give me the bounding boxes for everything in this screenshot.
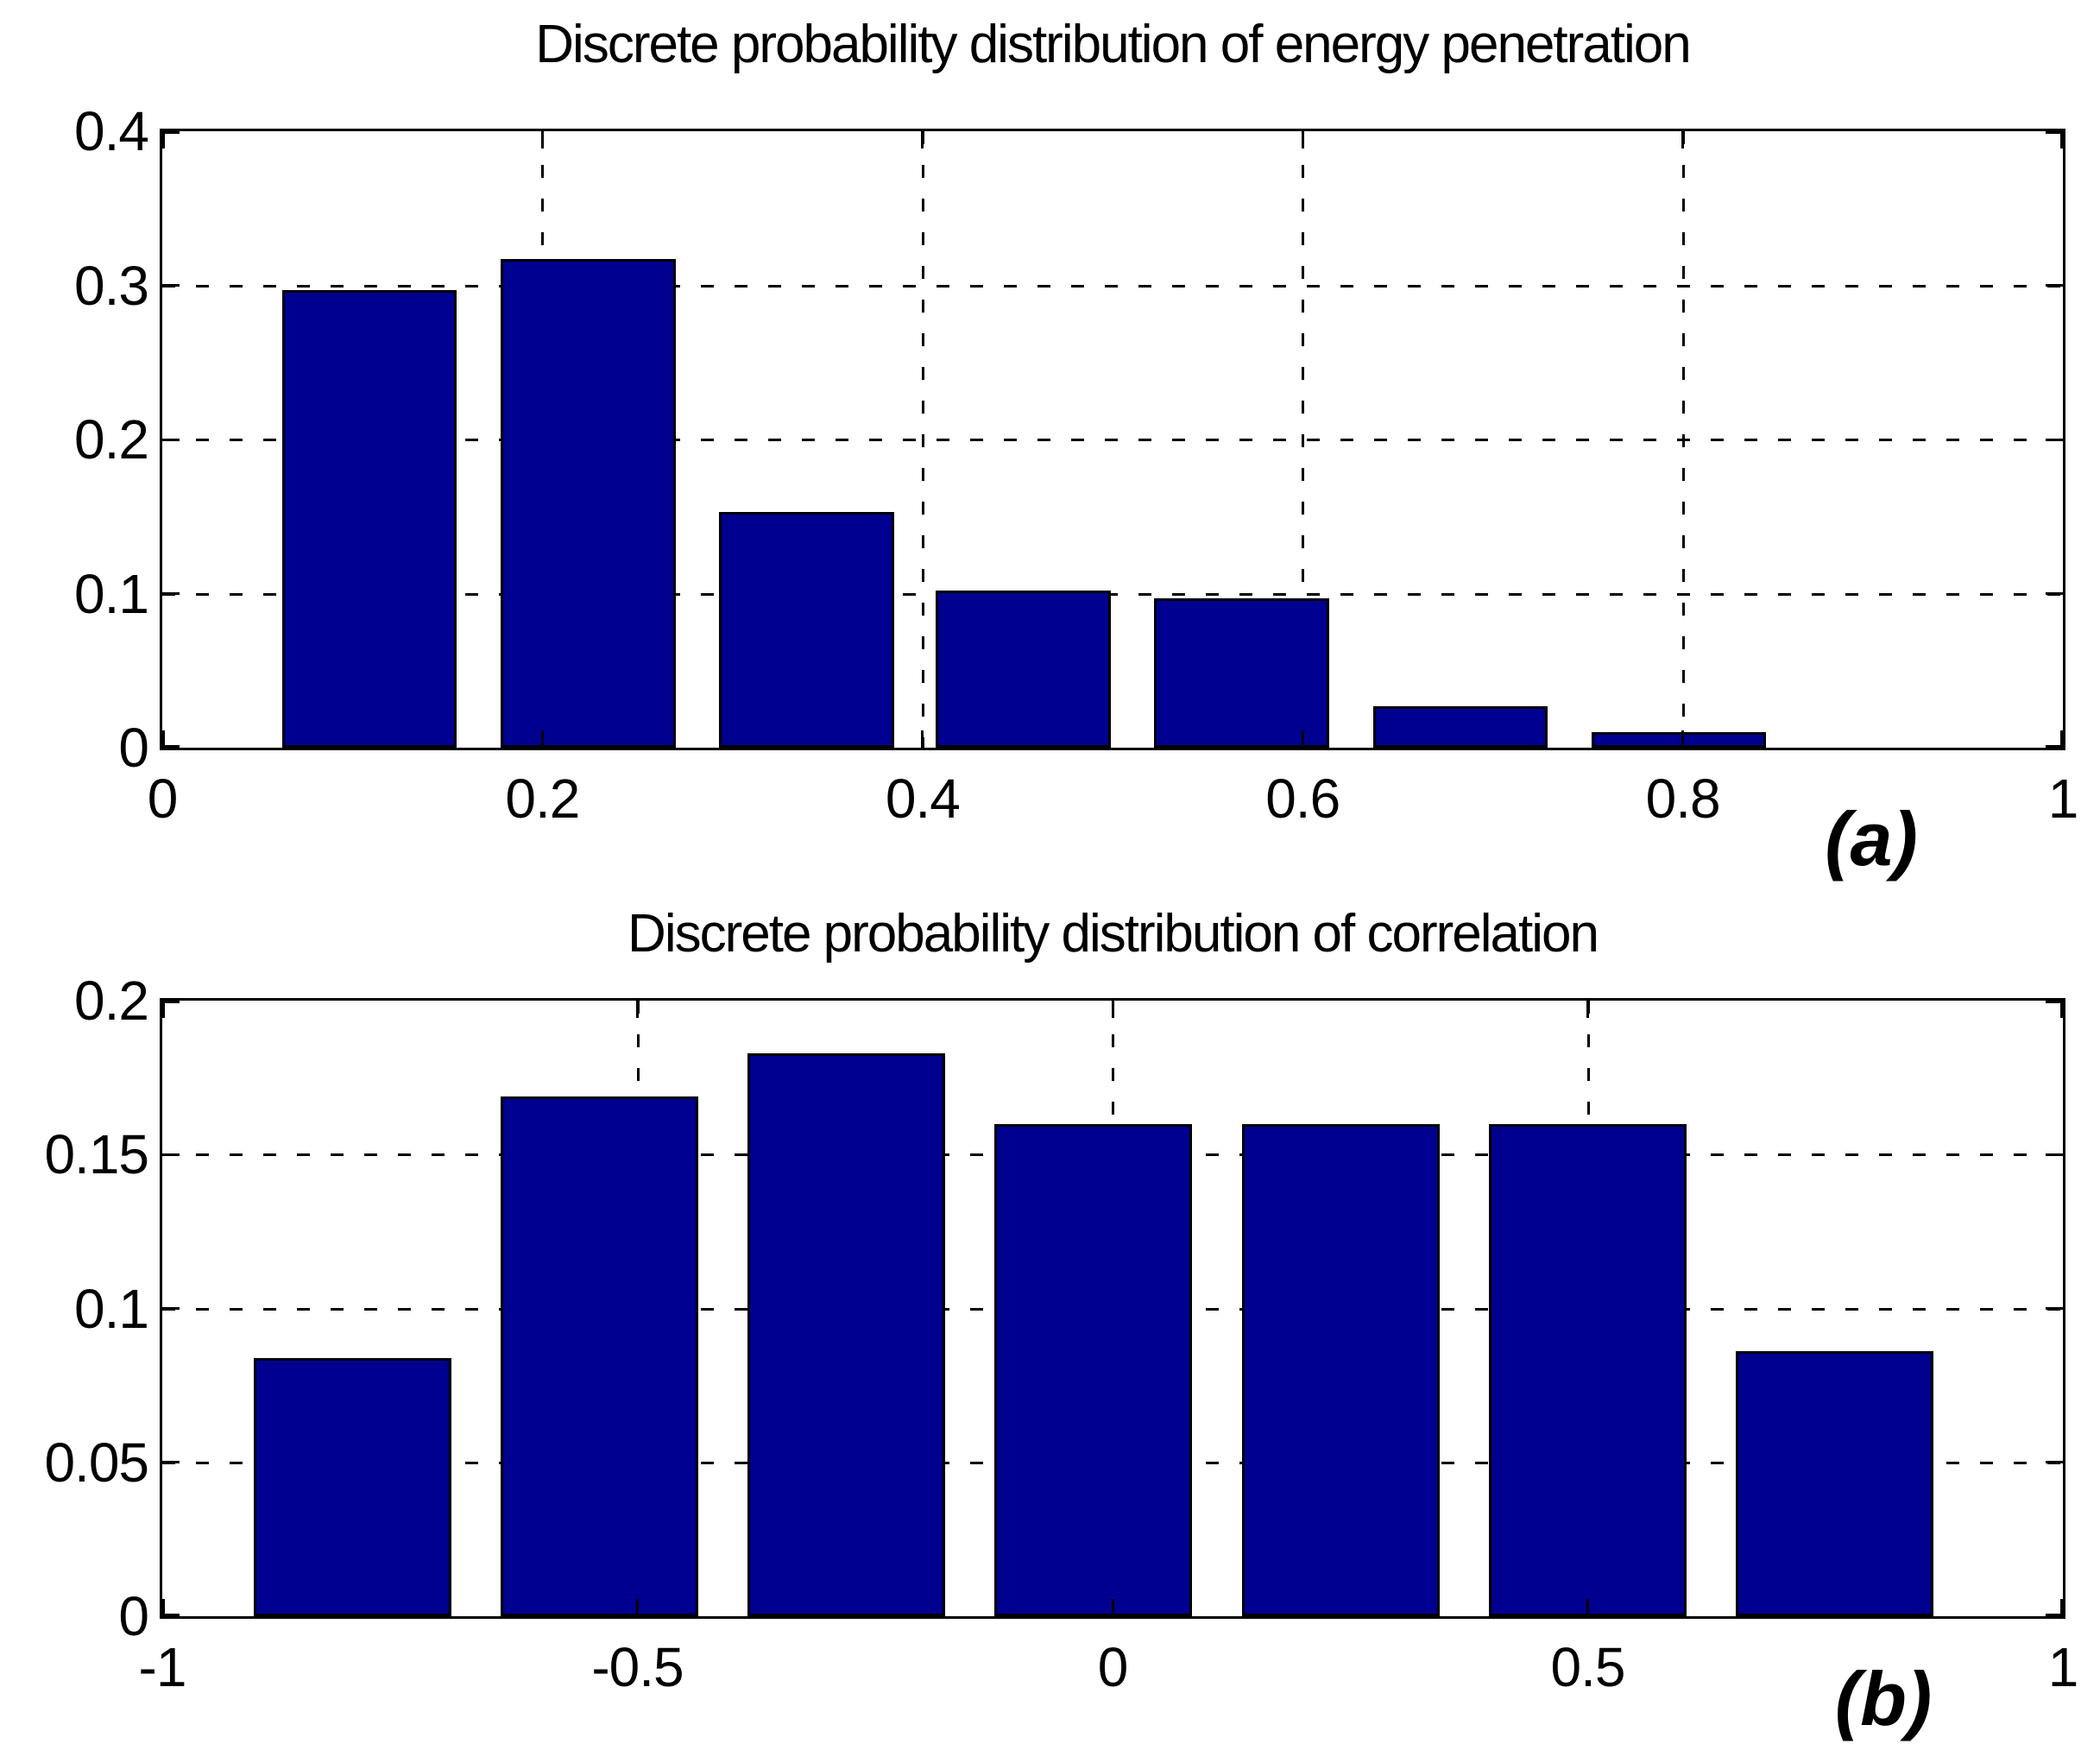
y-tick-label: 0.15 — [44, 1123, 149, 1186]
y-tick-mark — [2046, 592, 2063, 595]
x-tick-mark — [540, 730, 544, 748]
gridline-y — [162, 284, 2063, 288]
y-tick-mark — [162, 1001, 180, 1003]
gridline-y — [162, 592, 2063, 596]
y-tick-label: 0.2 — [74, 970, 149, 1032]
x-tick-mark — [162, 1001, 165, 1018]
y-tick-mark — [162, 1461, 180, 1464]
x-tick-label: 0 — [147, 768, 179, 830]
x-tick-mark — [2060, 1001, 2063, 1018]
x-tick-mark — [1111, 1599, 1114, 1616]
y-tick-mark — [2046, 1614, 2063, 1616]
x-tick-mark — [636, 1001, 639, 1018]
chart-b-panel-label: (b) — [1834, 1656, 1933, 1741]
y-tick-label: 0.05 — [44, 1431, 149, 1494]
y-tick-label: 0.1 — [74, 562, 149, 625]
bar — [747, 1052, 946, 1616]
x-tick-label: 0 — [1097, 1636, 1129, 1698]
y-tick-label: 0.2 — [74, 408, 149, 471]
x-tick-label: 1 — [2047, 1636, 2079, 1698]
x-tick-mark — [636, 1599, 639, 1616]
y-tick-mark — [162, 592, 180, 595]
x-tick-mark — [1301, 131, 1304, 148]
y-tick-mark — [2046, 131, 2063, 134]
x-tick-label: 1 — [2047, 768, 2079, 830]
y-tick-mark — [162, 745, 180, 748]
bar — [1591, 732, 1767, 748]
x-tick-mark — [162, 1599, 165, 1616]
y-tick-mark — [162, 1614, 180, 1616]
chart-a-panel-label: (a) — [1825, 796, 1918, 882]
bar — [936, 590, 1111, 748]
y-tick-mark — [2046, 1153, 2063, 1156]
x-tick-mark — [162, 131, 165, 148]
x-tick-mark — [162, 730, 165, 748]
y-tick-mark — [2046, 1461, 2063, 1464]
bar — [1154, 597, 1330, 748]
y-tick-mark — [162, 1307, 180, 1310]
x-tick-mark — [2060, 131, 2063, 148]
x-tick-mark — [1681, 131, 1685, 148]
y-tick-label: 0.3 — [74, 254, 149, 317]
bar — [1736, 1351, 1934, 1616]
y-tick-label: 0.4 — [74, 100, 149, 162]
y-tick-mark — [2046, 745, 2063, 748]
bar — [1241, 1123, 1440, 1616]
y-tick-mark — [2046, 1307, 2063, 1310]
y-tick-label: 0 — [118, 1585, 149, 1647]
bar — [500, 259, 676, 748]
x-tick-mark — [2060, 730, 2063, 748]
bar — [253, 1357, 451, 1616]
x-tick-label: -0.5 — [591, 1636, 684, 1698]
y-tick-mark — [2046, 284, 2063, 287]
chart-b-title: Discrete probability distribution of cor… — [627, 904, 1599, 964]
chart-a-title: Discrete probability distribution of ene… — [535, 15, 1691, 74]
x-tick-label: 0.6 — [1265, 768, 1340, 830]
bar — [1372, 705, 1548, 748]
y-tick-mark — [2046, 438, 2063, 441]
bar — [719, 511, 894, 748]
x-tick-mark — [921, 730, 924, 748]
chart-a-plot-area — [160, 129, 2065, 750]
y-tick-label: 0 — [118, 717, 149, 779]
x-tick-label: 0.5 — [1550, 1636, 1626, 1698]
x-tick-mark — [1301, 730, 1304, 748]
x-tick-mark — [1111, 1001, 1114, 1018]
x-tick-mark — [1681, 730, 1685, 748]
x-tick-mark — [1586, 1001, 1589, 1018]
x-tick-label: 0.8 — [1645, 768, 1721, 830]
bar — [500, 1096, 698, 1616]
y-tick-mark — [162, 131, 180, 134]
x-tick-label: 0.4 — [885, 768, 961, 830]
gridline-y — [162, 439, 2063, 441]
y-tick-label: 0.1 — [74, 1277, 149, 1340]
y-tick-mark — [162, 1153, 180, 1156]
bar — [1488, 1123, 1687, 1616]
y-tick-mark — [162, 438, 180, 441]
chart-b-plot-area — [160, 998, 2065, 1619]
x-tick-mark — [2060, 1599, 2063, 1616]
x-tick-mark — [921, 131, 924, 148]
x-tick-mark — [1586, 1599, 1589, 1616]
y-tick-mark — [162, 284, 180, 287]
bar — [281, 289, 457, 748]
x-tick-label: -1 — [138, 1636, 187, 1698]
y-tick-mark — [2046, 1001, 2063, 1003]
x-tick-label: 0.2 — [505, 768, 580, 830]
bar — [994, 1123, 1193, 1616]
x-tick-mark — [540, 131, 544, 148]
